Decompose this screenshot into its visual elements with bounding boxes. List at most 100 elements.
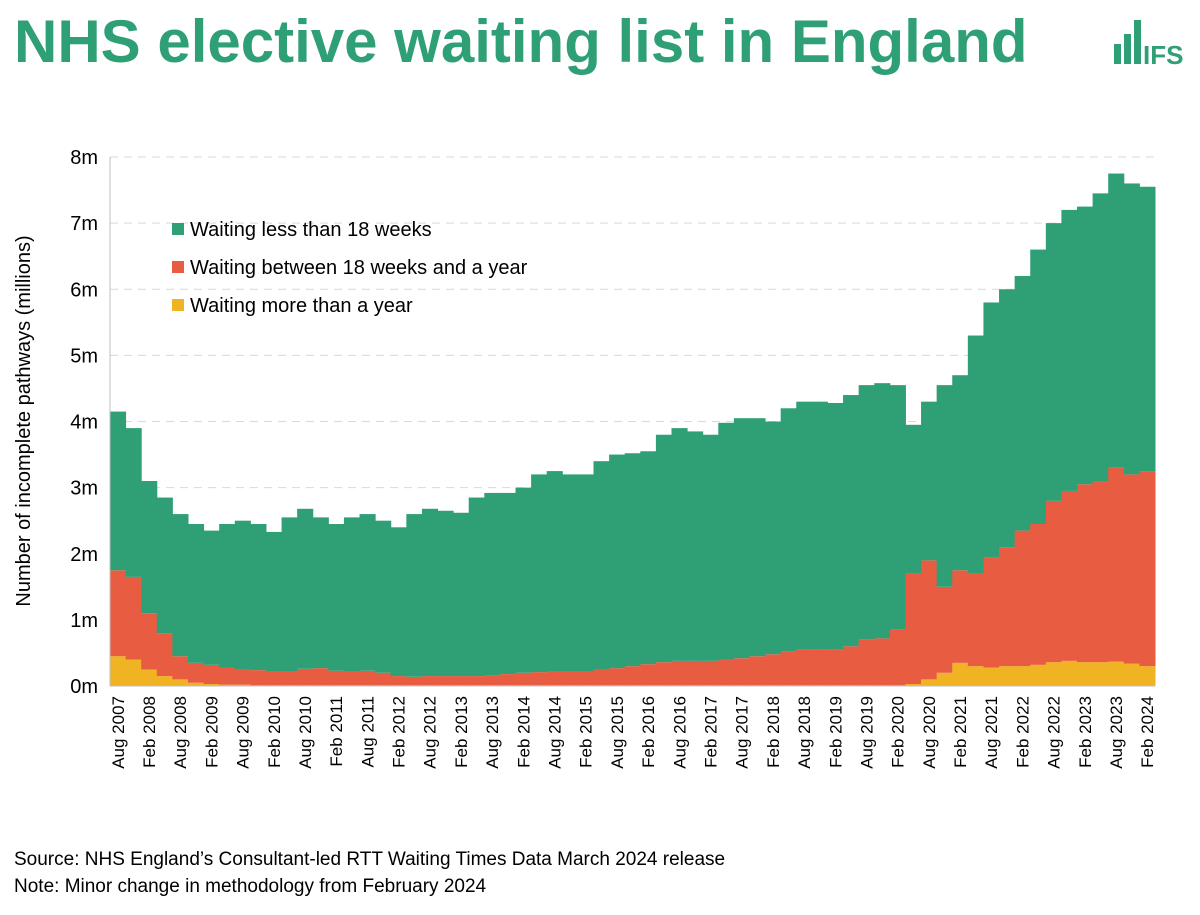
- bar-segment: [593, 461, 610, 670]
- bar-segment: [141, 669, 158, 686]
- logo-bars: [1114, 20, 1141, 64]
- x-tick-label: Aug 2012: [421, 696, 440, 769]
- bar-segment: [640, 664, 657, 686]
- bar-segment: [858, 385, 875, 640]
- bar-segment: [297, 508, 314, 669]
- legend-label: Waiting less than 18 weeks: [190, 219, 432, 241]
- bar-segment: [546, 471, 563, 672]
- x-tick-label: Aug 2013: [483, 696, 502, 769]
- x-tick-label: Aug 2023: [1107, 696, 1126, 769]
- x-tick-label: Aug 2015: [608, 696, 627, 769]
- bar-segment: [453, 676, 470, 686]
- bar-segment: [234, 520, 251, 670]
- bar-segment: [967, 573, 984, 667]
- bar-segment: [780, 408, 797, 652]
- bar-segment: [671, 428, 688, 661]
- bar-segment: [562, 671, 579, 686]
- bar-segment: [156, 497, 173, 634]
- bar-segment: [219, 523, 236, 668]
- bar-segment: [827, 649, 844, 686]
- bar-segment: [718, 659, 735, 686]
- legend-label: Waiting more than a year: [190, 295, 413, 317]
- x-tick-label: Feb 2023: [1076, 696, 1095, 768]
- bar-segment: [952, 662, 969, 686]
- note: Note: Minor change in methodology from F…: [14, 876, 487, 897]
- bar-segment: [187, 523, 205, 663]
- x-tick-label: Feb 2020: [889, 696, 908, 768]
- bar-segment: [671, 660, 688, 686]
- bar-segment: [531, 672, 548, 686]
- bar-segment: [624, 666, 641, 686]
- x-tick-label: Aug 2016: [670, 696, 689, 769]
- bar-segment: [375, 672, 392, 686]
- x-tick-label: Aug 2022: [1045, 696, 1064, 769]
- bar-segment: [733, 418, 750, 659]
- x-tick-label: Aug 2019: [857, 696, 876, 769]
- bar-segment: [406, 676, 423, 686]
- bar-segment: [1108, 173, 1125, 468]
- legend-swatch: [172, 223, 184, 235]
- bar-segment: [1014, 276, 1031, 531]
- bar-segment: [983, 302, 1000, 558]
- bar-segment: [687, 431, 704, 661]
- bar-segment: [515, 672, 532, 686]
- y-tick-label: 2m: [70, 544, 98, 566]
- bar-segment: [156, 633, 173, 677]
- y-tick-label: 3m: [70, 478, 98, 500]
- bar-segment: [234, 684, 251, 686]
- y-tick-label: 6m: [70, 279, 98, 301]
- x-tick-label: Feb 2009: [202, 696, 221, 768]
- x-tick-label: Feb 2011: [327, 696, 346, 767]
- bar-segment: [110, 570, 127, 657]
- y-tick-label: 4m: [70, 412, 98, 434]
- bar-segment: [437, 510, 454, 677]
- bar-segment: [421, 676, 439, 686]
- bar-segment: [281, 517, 298, 672]
- bar-segment: [1123, 663, 1140, 686]
- bar-segment: [203, 530, 220, 665]
- bar-segment: [172, 514, 189, 657]
- bar-segment: [1030, 249, 1047, 524]
- bar-segment: [921, 401, 938, 561]
- x-tick-label: Feb 2018: [764, 696, 783, 768]
- x-tick-label: Aug 2010: [296, 696, 315, 769]
- bar-segment: [889, 385, 906, 630]
- bar-segment: [141, 613, 158, 670]
- bar-segment: [1092, 662, 1109, 686]
- bar-segment: [1077, 662, 1094, 686]
- x-tick-label: Aug 2007: [109, 696, 128, 769]
- bar-segment: [219, 684, 236, 686]
- bar-segment: [983, 667, 1000, 686]
- x-tick-label: Feb 2013: [452, 696, 471, 768]
- bar-segment: [609, 454, 626, 669]
- bar-segment: [1139, 186, 1156, 472]
- bar-segment: [1123, 183, 1140, 475]
- x-tick-label: Feb 2021: [951, 696, 970, 768]
- bar-segment: [203, 684, 220, 686]
- logo-bar: [1124, 34, 1131, 64]
- bar-segment: [749, 418, 766, 657]
- bar-segment: [718, 422, 735, 660]
- bar-segment: [1077, 484, 1094, 663]
- x-tick-label: Aug 2009: [234, 696, 253, 769]
- bar-segment: [1108, 467, 1125, 662]
- x-tick-label: Aug 2014: [546, 696, 565, 769]
- bar-segment: [967, 666, 984, 686]
- bar-segment: [110, 656, 127, 686]
- bar-segment: [1045, 662, 1062, 686]
- bar-segment: [250, 670, 267, 686]
- bar-segment: [1061, 490, 1078, 661]
- bar-segment: [1014, 666, 1031, 686]
- bar-segment: [999, 666, 1016, 686]
- legend-swatch: [172, 261, 184, 273]
- bar-segment: [484, 492, 501, 676]
- bar-segment: [328, 523, 345, 671]
- bar-segment: [1108, 661, 1125, 686]
- bar-segment: [484, 675, 501, 686]
- bar-segment: [921, 679, 938, 686]
- bar-segment: [172, 679, 189, 686]
- x-tick-label: Aug 2008: [171, 696, 190, 769]
- bar-segment: [1030, 664, 1047, 686]
- x-tick-label: Feb 2017: [701, 696, 720, 768]
- bar-segment: [936, 385, 953, 587]
